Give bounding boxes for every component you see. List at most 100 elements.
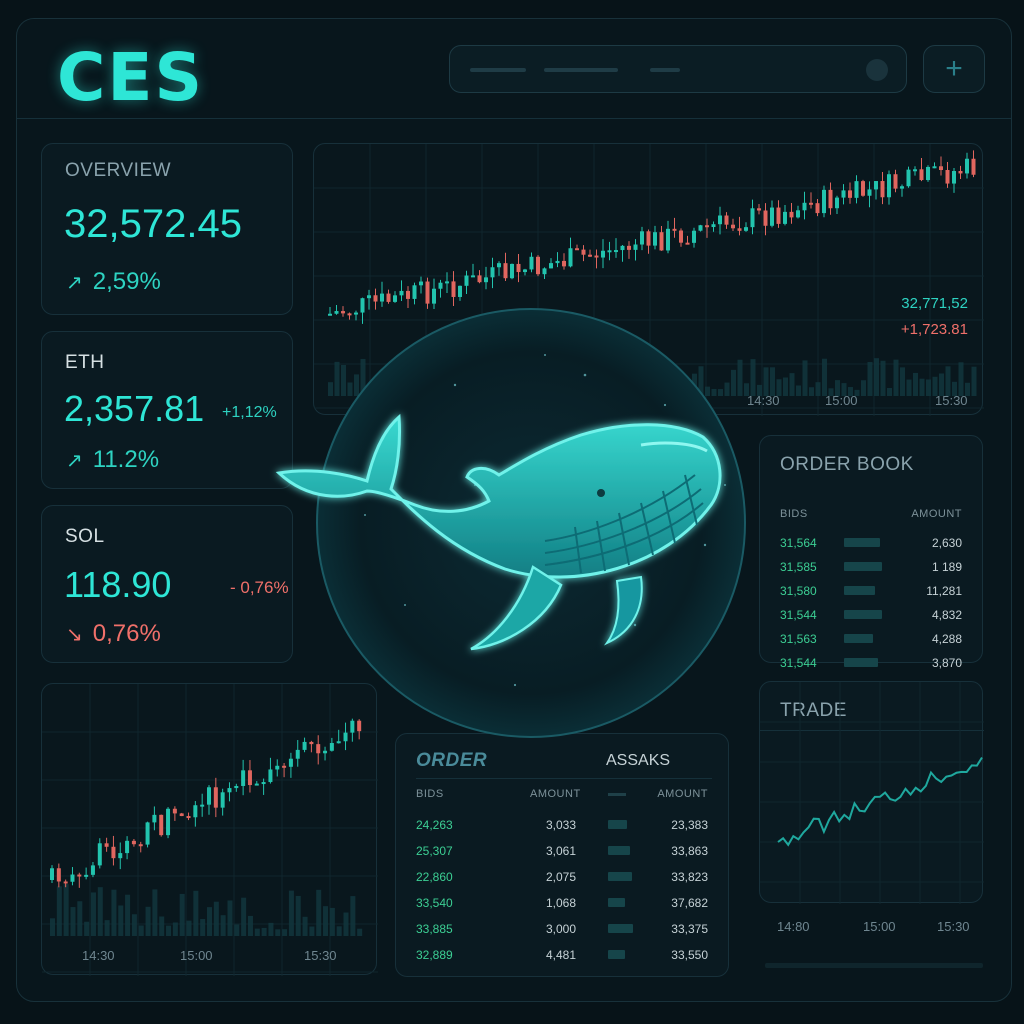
order-book-amount[interactable]: 11,281 <box>926 584 962 598</box>
trade-scrollbar[interactable] <box>765 963 983 968</box>
order-panel-bid[interactable]: 33,540 <box>416 896 453 910</box>
order-book-bid[interactable]: 31,563 <box>780 632 817 646</box>
candle-body <box>393 295 397 302</box>
candle-body <box>227 788 232 793</box>
order-panel-amount[interactable]: 2,075 <box>546 870 577 884</box>
volume-bar <box>874 358 879 396</box>
volume-bar <box>302 916 308 936</box>
order-panel-bid[interactable]: 22,860 <box>416 870 453 884</box>
volume-bar <box>172 922 178 936</box>
candle-body <box>490 267 495 278</box>
volume-bar <box>698 366 704 396</box>
volume-bar <box>213 901 219 936</box>
candle-body <box>63 881 68 884</box>
candle-body <box>497 263 501 268</box>
volume-bar <box>913 372 918 396</box>
order-panel-amount[interactable]: 4,481 <box>546 948 577 962</box>
candle-body <box>523 269 527 273</box>
volume-bar <box>316 889 322 936</box>
candle-body <box>412 285 417 299</box>
order-book-bid[interactable]: 31,544 <box>780 656 817 670</box>
order-panel-amount2[interactable]: 23,383 <box>671 818 708 832</box>
order-book-bid[interactable]: 31,564 <box>780 536 817 550</box>
volume-bar <box>220 915 226 936</box>
bottom-price-chart[interactable]: 14:30 15:00 15:30 <box>41 683 378 976</box>
candle-body <box>653 232 657 246</box>
candle-body <box>159 814 164 836</box>
volume-bar <box>323 906 329 936</box>
arrow-up-right-icon: ↗ <box>66 272 83 294</box>
candle-body <box>131 840 136 845</box>
sol-card[interactable]: SOL 118.90 - 0,76% ↘ 0,76% <box>41 505 293 663</box>
bottom-time-label: 14:30 <box>82 948 115 963</box>
candle-body <box>438 282 443 289</box>
volume-bar <box>50 918 55 936</box>
search-icon[interactable] <box>866 59 888 81</box>
order-panel-amount2[interactable]: 33,550 <box>671 948 708 962</box>
order-book-bid[interactable]: 31,585 <box>780 560 817 574</box>
order-book-card[interactable]: ORDER BOOK BIDS AMOUNT 31,564 2,630 31,585… <box>759 435 983 670</box>
trade-title: TRADE <box>780 700 847 721</box>
order-book-bid[interactable]: 31,580 <box>780 584 817 598</box>
volume-bar <box>152 889 158 936</box>
eth-value: 2,357.81 <box>64 388 205 429</box>
order-book-amount[interactable]: 1 189 <box>931 560 962 574</box>
candle-body <box>562 260 566 267</box>
order-panel-amount2[interactable]: 33,375 <box>671 922 708 936</box>
order-panel-bid[interactable]: 33,885 <box>416 922 453 936</box>
order-book-amount[interactable]: 4,832 <box>931 608 962 622</box>
trade-card[interactable]: TRADE <box>759 681 984 904</box>
volume-bar <box>309 926 315 936</box>
candle-body <box>350 720 355 733</box>
order-panel-amount2[interactable]: 33,823 <box>671 870 708 884</box>
order-panel-bid[interactable]: 25,307 <box>416 844 453 858</box>
order-book-amount[interactable]: 2,630 <box>931 536 962 550</box>
order-panel-amount[interactable]: 1,068 <box>546 896 577 910</box>
eth-card[interactable]: ETH 2,357.81 +1,12% ↗ 11.2% <box>41 331 293 489</box>
candle-body <box>516 263 521 273</box>
order-panel-bid[interactable]: 24,263 <box>416 818 453 832</box>
sol-change: ↘ 0,76% <box>66 620 161 648</box>
order-panel-amount[interactable]: 3,000 <box>546 922 577 936</box>
volume-bar <box>705 386 710 396</box>
candle-body <box>841 190 846 198</box>
volume-bar <box>90 892 96 936</box>
volume-bar <box>744 383 749 396</box>
volume-bar <box>763 367 769 396</box>
volume-bar <box>254 928 260 936</box>
order-panel-amount2[interactable]: 37,682 <box>671 896 708 910</box>
order-panel-bids-header: BIDS <box>416 788 444 800</box>
candle-body <box>503 263 508 279</box>
order-panel[interactable]: ORDER ASSAKS BIDS AMOUNT AMOUNT 24,263 3,… <box>395 733 729 977</box>
trade-chart-svg <box>760 682 984 904</box>
candle-body <box>939 166 943 171</box>
candle-body <box>399 290 404 296</box>
candle-body <box>247 770 252 786</box>
candle-body <box>445 281 449 284</box>
candle-body <box>166 808 171 836</box>
order-book-amount[interactable]: 4,288 <box>931 632 962 646</box>
candle-body <box>510 263 514 279</box>
order-panel-bid[interactable]: 32,889 <box>416 948 453 962</box>
volume-bar <box>887 387 892 396</box>
main-change-label: +1,723.81 <box>901 321 968 338</box>
volume-bar <box>867 362 873 396</box>
eth-change: ↗ 11.2% <box>66 446 159 474</box>
order-book-amount[interactable]: 3,870 <box>931 656 962 670</box>
search-input[interactable] <box>449 45 907 93</box>
volume-bar <box>241 897 247 936</box>
candle-body <box>336 741 341 744</box>
candle-body <box>958 171 963 174</box>
order-panel-amount[interactable]: 3,061 <box>546 844 577 858</box>
order-panel-amount[interactable]: 3,033 <box>546 818 577 832</box>
plus-button[interactable]: + <box>923 45 985 93</box>
candle-body <box>763 210 768 226</box>
volume-bar <box>234 924 240 936</box>
candle-body <box>659 232 664 251</box>
candle-body <box>213 787 218 808</box>
order-book-bid[interactable]: 31,544 <box>780 608 817 622</box>
volume-bar <box>718 389 723 396</box>
order-panel-amount2[interactable]: 33,863 <box>671 844 708 858</box>
overview-card[interactable]: OVERVIEW 32,572.45 ↗ 2,59% <box>41 143 293 315</box>
volume-bar <box>350 896 356 936</box>
